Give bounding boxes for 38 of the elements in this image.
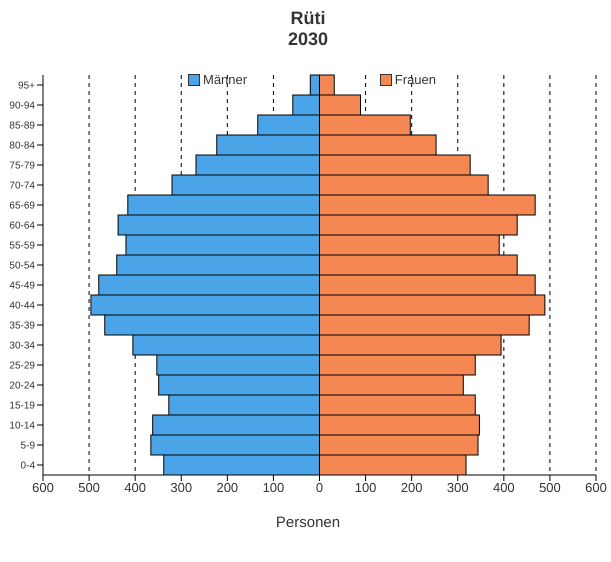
y-tick-label: 35-39 [9, 320, 36, 332]
y-tick-label: 15-19 [9, 400, 36, 412]
x-tick-label: 300 [170, 480, 192, 496]
y-tick-label: 50-54 [9, 260, 36, 272]
x-tick-label: 600 [32, 480, 54, 496]
x-axis-title: Personen [274, 514, 342, 531]
x-tick-label: 600 [585, 480, 607, 496]
y-tick-label: 30-34 [9, 340, 36, 352]
x-tick-label: 500 [78, 480, 100, 496]
chart-title: Rüti [290, 8, 326, 29]
x-tick-label: 300 [446, 480, 469, 496]
x-tick-label: 0 [316, 480, 324, 496]
y-tick-label: 65-69 [9, 200, 36, 212]
y-tick-label: 80-84 [9, 140, 36, 152]
y-tick-label: 25-29 [9, 360, 36, 372]
y-tick-label: 55-59 [9, 240, 36, 252]
x-tick-label: 400 [492, 480, 515, 496]
legend-label: Frauen [394, 72, 436, 87]
y-tick-label: 75-79 [9, 160, 36, 172]
y-tick-label: 20-24 [9, 380, 36, 392]
y-tick-label: 40-44 [9, 300, 36, 312]
y-tick-label: 10-14 [9, 420, 36, 432]
y-tick-label: 5-9 [20, 440, 36, 452]
x-tick-label: 100 [262, 480, 284, 496]
chart-subtitle: 2030 [286, 29, 330, 50]
x-tick-label: 200 [216, 480, 238, 496]
y-tick-label: 60-64 [9, 220, 36, 232]
y-tick-label: 45-49 [9, 280, 36, 292]
x-tick-label: 500 [539, 480, 561, 496]
y-tick-label: 0-4 [20, 460, 36, 472]
legend-label: Männer [202, 72, 248, 87]
x-tick-label: 400 [124, 480, 146, 496]
y-tick-label: 90-94 [9, 100, 36, 112]
x-tick-label: 200 [400, 480, 423, 496]
y-tick-label: 95+ [18, 80, 36, 92]
y-tick-label: 85-89 [9, 120, 36, 132]
x-tick-label: 100 [354, 480, 376, 496]
y-tick-label: 70-74 [9, 180, 36, 192]
